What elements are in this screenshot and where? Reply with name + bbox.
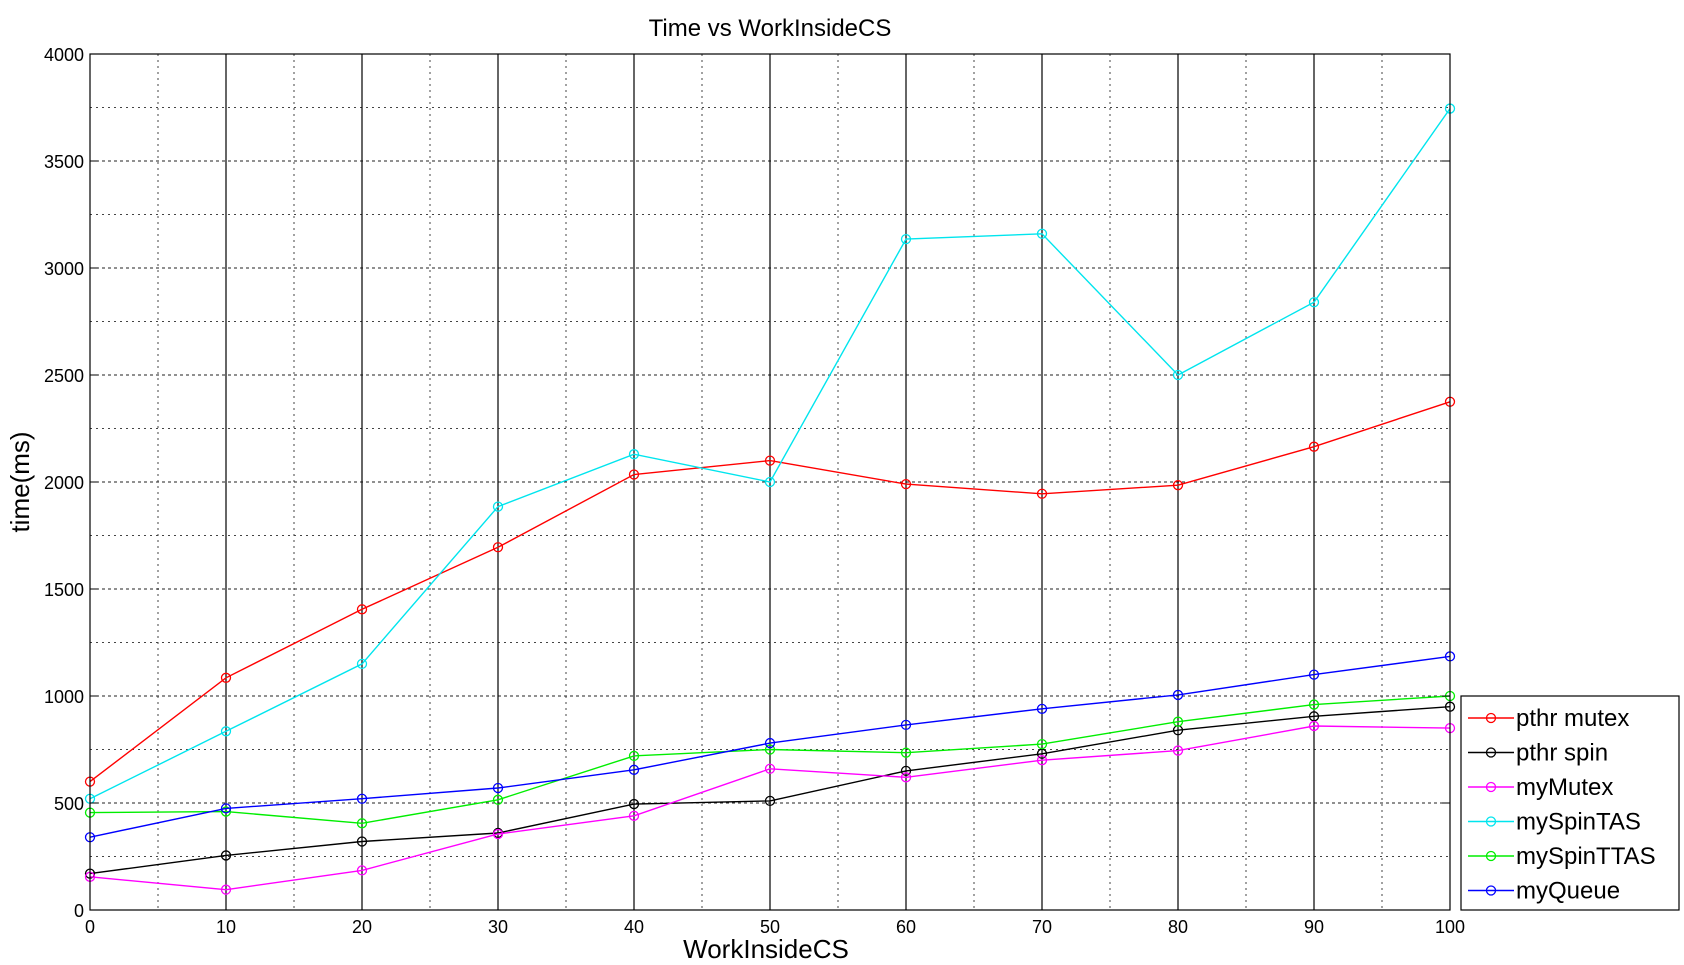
data-point-myspintas bbox=[628, 449, 640, 460]
series-line-pthr-mutex bbox=[89, 401, 1451, 783]
x-tick-label: 60 bbox=[896, 917, 916, 937]
data-point-pthr-spin bbox=[900, 765, 912, 777]
data-point-myqueue bbox=[492, 782, 504, 794]
data-point-myqueue bbox=[356, 793, 368, 804]
x-tick-label: 70 bbox=[1032, 917, 1052, 937]
series-line-pthr-spin bbox=[89, 706, 1451, 875]
data-point-pthr-spin bbox=[356, 836, 368, 847]
series-line-myspinttas bbox=[89, 695, 1451, 825]
data-point-myspinttas bbox=[900, 747, 912, 758]
legend-marker-mymutex bbox=[1485, 781, 1497, 793]
ticks-layer: 0 10 20 30 40 50 60 70 80 90 100050010001500200025… bbox=[44, 45, 1465, 937]
data-point-myspinttas bbox=[356, 818, 368, 829]
series-layer bbox=[84, 103, 1456, 895]
data-point-pthr-mutex bbox=[1036, 488, 1048, 499]
y-tick-label: 1000 bbox=[44, 687, 84, 707]
data-point-myqueue bbox=[628, 764, 640, 775]
data-point-myqueue bbox=[1308, 669, 1320, 680]
y-tick-label: 3500 bbox=[44, 152, 84, 172]
y-tick-label: 2500 bbox=[44, 366, 84, 386]
legend-label-pthr-mutex: pthr mutex bbox=[1516, 705, 1629, 732]
data-point-myspintas bbox=[900, 233, 912, 245]
x-tick-label: 30 bbox=[488, 917, 508, 937]
data-point-myqueue bbox=[220, 803, 232, 814]
data-point-myspintas bbox=[764, 476, 776, 488]
x-tick-label: 10 bbox=[216, 917, 236, 937]
data-point-pthr-mutex bbox=[900, 478, 912, 490]
data-point-pthr-spin bbox=[764, 795, 776, 807]
series-myspintas bbox=[84, 103, 1456, 804]
data-point-myspinttas bbox=[1172, 716, 1184, 727]
legend-label-mymutex: myMutex bbox=[1516, 774, 1613, 801]
data-point-myspinttas bbox=[764, 744, 776, 755]
data-point-pthr-mutex bbox=[220, 672, 232, 683]
data-point-mymutex bbox=[764, 763, 776, 774]
data-point-mymutex bbox=[628, 810, 640, 821]
y-tick-label: 1500 bbox=[44, 580, 84, 600]
series-line-mymutex bbox=[89, 725, 1451, 891]
chart-title: Time vs WorkInsideCS bbox=[649, 15, 892, 42]
x-tick-label: 0 bbox=[85, 917, 95, 937]
data-point-mymutex bbox=[1308, 720, 1320, 732]
series-mymutex bbox=[84, 720, 1456, 895]
data-point-mymutex bbox=[220, 884, 232, 895]
data-point-myqueue bbox=[1036, 703, 1048, 714]
series-line-myspintas bbox=[89, 108, 1451, 800]
data-point-pthr-mutex bbox=[492, 542, 504, 553]
legend-label-pthr-spin: pthr spin bbox=[1516, 740, 1608, 767]
data-point-pthr-mutex bbox=[628, 469, 640, 480]
legend: pthr mutex pthr spin myMutex mySpinTAS mySpi… bbox=[1460, 695, 1680, 911]
legend-marker-pthr-spin bbox=[1485, 747, 1497, 758]
data-point-myspintas bbox=[1308, 297, 1320, 308]
x-tick-label: 100 bbox=[1435, 917, 1465, 937]
data-point-myspintas bbox=[220, 726, 232, 737]
data-point-myspinttas bbox=[492, 794, 504, 805]
data-point-myspintas bbox=[1036, 228, 1048, 239]
data-point-myspintas bbox=[1172, 369, 1184, 381]
data-point-myspinttas bbox=[628, 750, 640, 762]
data-point-mymutex bbox=[356, 865, 368, 876]
legend-marker-myspinttas bbox=[1485, 850, 1497, 862]
data-point-myspintas bbox=[492, 501, 504, 512]
data-point-myspinttas bbox=[1036, 739, 1048, 750]
x-tick-label: 90 bbox=[1304, 917, 1324, 937]
y-tick-label: 3000 bbox=[44, 259, 84, 279]
data-point-pthr-mutex bbox=[1308, 441, 1320, 452]
x-tick-label: 50 bbox=[760, 917, 780, 937]
data-point-myspintas bbox=[356, 658, 368, 670]
y-tick-label: 500 bbox=[54, 794, 84, 814]
data-point-myqueue bbox=[764, 737, 776, 749]
data-point-myspinttas bbox=[1308, 699, 1320, 710]
data-point-pthr-mutex bbox=[764, 455, 776, 466]
data-point-myqueue bbox=[1172, 689, 1184, 701]
legend-box bbox=[1460, 695, 1680, 911]
legend-label-myqueue: myQueue bbox=[1516, 878, 1620, 905]
data-point-pthr-spin bbox=[220, 850, 232, 861]
y-tick-label: 0 bbox=[74, 901, 84, 921]
data-point-pthr-spin bbox=[628, 798, 640, 810]
series-line-myqueue bbox=[89, 655, 1451, 838]
data-point-mymutex bbox=[1172, 745, 1184, 756]
legend-marker-myspintas bbox=[1485, 816, 1497, 827]
data-point-pthr-mutex bbox=[356, 604, 368, 615]
data-point-mymutex bbox=[1036, 755, 1048, 766]
legend-label-myspinttas: mySpinTTAS bbox=[1516, 843, 1656, 870]
y-tick-label: 2000 bbox=[44, 473, 84, 493]
data-point-mymutex bbox=[900, 772, 912, 783]
legend-marker-myqueue bbox=[1485, 885, 1497, 896]
x-tick-label: 20 bbox=[352, 917, 372, 937]
x-tick-label: 40 bbox=[624, 917, 644, 937]
y-tick-label: 4000 bbox=[44, 45, 84, 65]
x-tick-label: 80 bbox=[1168, 917, 1188, 937]
legend-marker-pthr-mutex bbox=[1485, 712, 1497, 724]
data-point-myqueue bbox=[900, 719, 912, 731]
data-point-myspinttas bbox=[220, 806, 232, 817]
data-point-pthr-mutex bbox=[1172, 480, 1184, 491]
y-axis-label: time(ms) bbox=[5, 431, 35, 532]
x-axis-label: WorkInsideCS bbox=[683, 934, 849, 964]
legend-label-myspintas: mySpinTAS bbox=[1516, 809, 1641, 836]
data-point-mymutex bbox=[492, 828, 504, 840]
